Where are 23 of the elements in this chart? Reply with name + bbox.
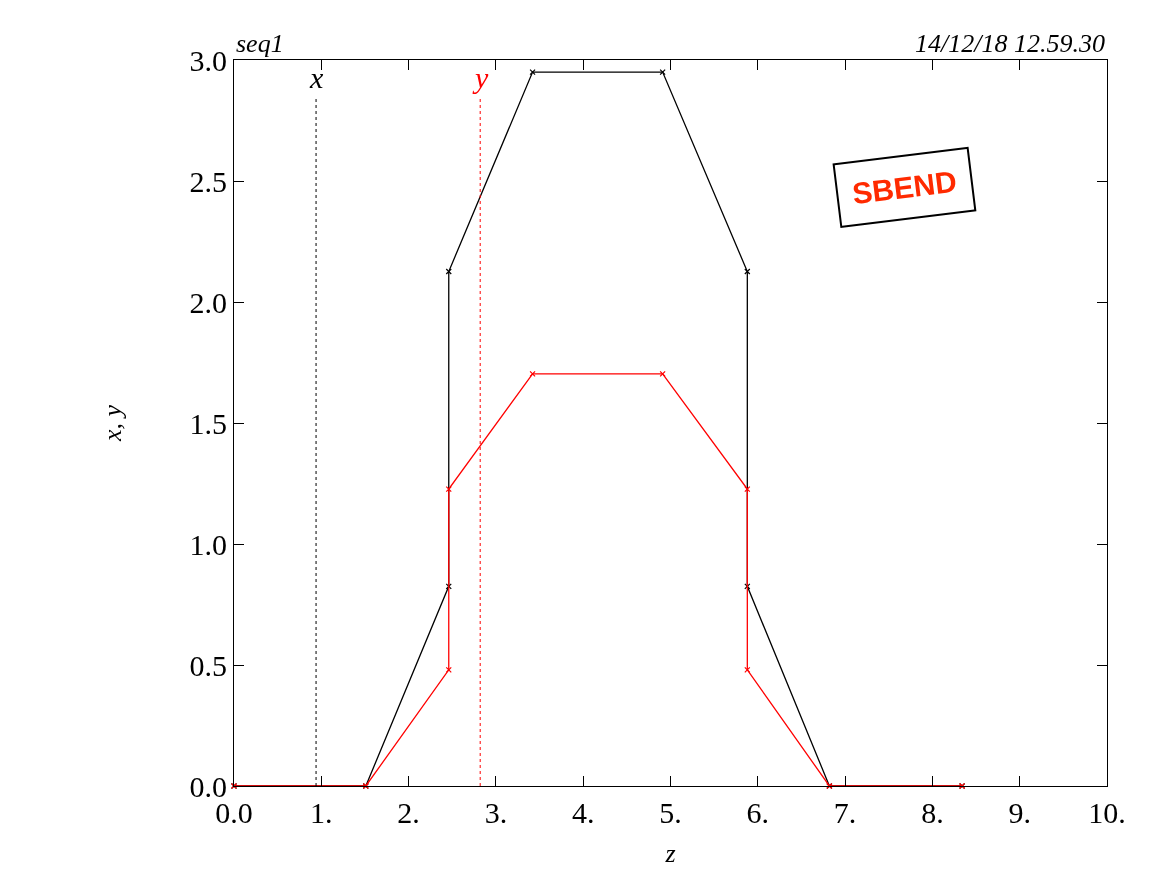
- annotation: SBEND: [850, 164, 959, 211]
- y-tick-label: 1.5: [189, 406, 227, 440]
- y-axis-title: x, y: [97, 404, 127, 443]
- y-tick-label: 3.0: [189, 43, 227, 77]
- y-tick-label: 2.5: [189, 164, 227, 198]
- x-tick-label: 1.: [310, 796, 333, 830]
- x-tick-label: 4.: [571, 796, 595, 830]
- text: 14/12/18 12.59.30: [915, 29, 1105, 58]
- x-tick-label: 2.: [397, 796, 420, 830]
- ref-line-label: y: [472, 61, 489, 94]
- ref-line-label: x: [309, 61, 324, 94]
- x-tick-label: 7.: [833, 796, 857, 830]
- y-tick-label: 2.0: [189, 285, 227, 319]
- y-tick-label: 0.5: [189, 648, 227, 682]
- x-tick-label: 8.: [921, 796, 944, 830]
- x-tick-label: 10.: [1088, 796, 1126, 830]
- x-axis-title: z: [664, 838, 676, 868]
- y-tick-label: 1.0: [189, 527, 227, 561]
- x-tick-label: 6.: [746, 796, 770, 830]
- x-tick-label: 9.: [1008, 796, 1031, 830]
- x-tick-label: 5.: [659, 796, 682, 830]
- text: seq1: [236, 29, 284, 58]
- x-tick-label: 3.: [484, 796, 508, 830]
